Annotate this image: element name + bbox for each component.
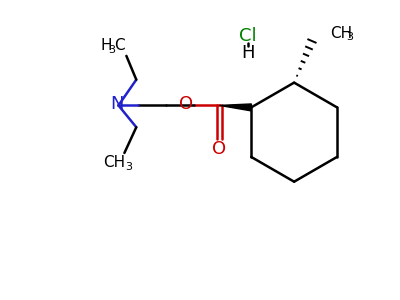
Text: O: O	[212, 140, 226, 158]
Text: H: H	[101, 38, 112, 53]
Text: 3: 3	[125, 162, 132, 172]
Polygon shape	[220, 104, 252, 111]
Text: N: N	[111, 95, 124, 113]
Text: 3: 3	[108, 45, 116, 55]
Text: Cl: Cl	[239, 27, 256, 45]
Text: 3: 3	[347, 32, 354, 42]
Text: CH: CH	[103, 155, 125, 170]
Text: CH: CH	[330, 26, 352, 40]
Text: H: H	[241, 44, 254, 62]
Text: O: O	[179, 95, 193, 113]
Text: C: C	[114, 38, 125, 53]
